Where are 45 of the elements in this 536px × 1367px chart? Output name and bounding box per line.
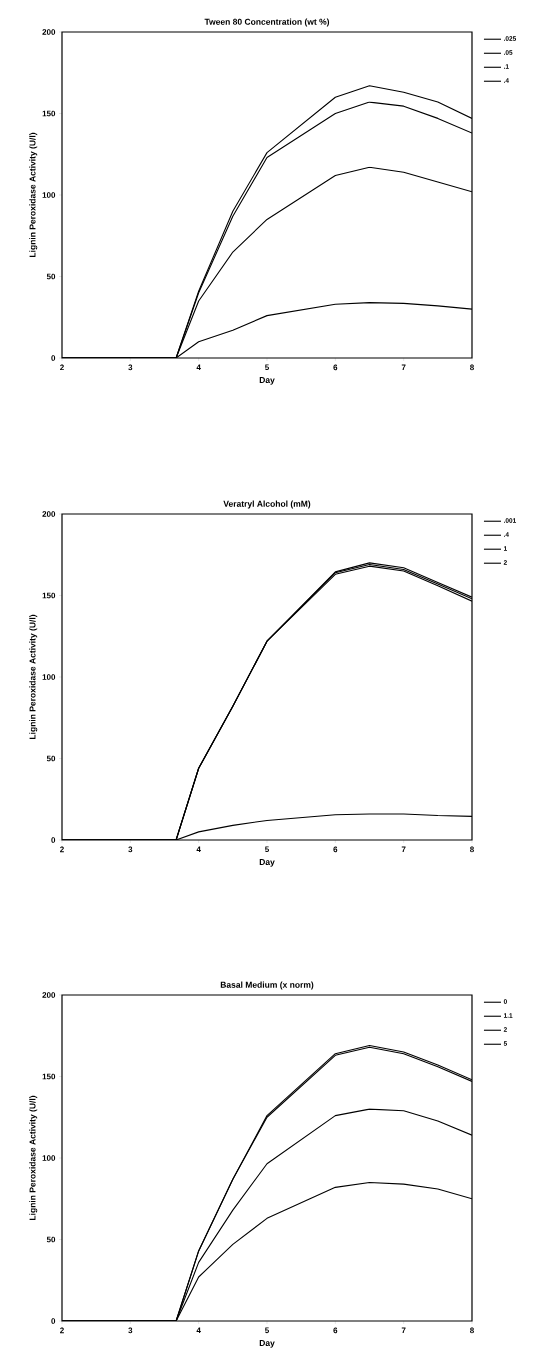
x-tick-label: 7 <box>401 1327 406 1334</box>
x-axis-title: Day <box>259 1340 275 1348</box>
x-tick-label: 4 <box>196 364 201 371</box>
y-tick-label: 200 <box>42 29 56 35</box>
x-tick-label: 4 <box>196 1327 201 1334</box>
x-tick-label: 3 <box>128 1327 133 1334</box>
x-tick-label: 4 <box>196 846 201 853</box>
x-tick-label: 8 <box>470 846 474 853</box>
x-tick-label: 8 <box>470 364 474 371</box>
y-tick-label: 150 <box>42 1073 56 1080</box>
x-tick-label: 6 <box>333 1327 338 1334</box>
y-tick-label: 0 <box>51 1318 56 1324</box>
y-tick-label: 100 <box>42 674 56 680</box>
x-tick-label: 5 <box>265 364 269 371</box>
y-tick-label: 50 <box>46 1236 56 1243</box>
y-tick-label: 100 <box>42 192 56 198</box>
x-tick-label: 3 <box>128 364 133 371</box>
x-tick-label: 7 <box>401 846 406 853</box>
x-tick-label: 3 <box>128 846 133 853</box>
x-axis-title: Day <box>259 859 275 867</box>
y-tick-label: 150 <box>42 110 56 117</box>
x-tick-label: 2 <box>60 364 64 371</box>
y-tick-label: 200 <box>42 511 56 517</box>
chart-title: Basal Medium (x norm) <box>220 981 314 990</box>
x-tick-label: 5 <box>265 846 269 853</box>
y-tick-label: 150 <box>42 592 56 599</box>
y-tick-label: 0 <box>51 837 56 843</box>
chart-title: Veratryl Alcohol (mM) <box>223 500 311 509</box>
chart-title: Tween 80 Concentration (wt %) <box>204 18 330 27</box>
x-tick-label: 2 <box>60 1327 64 1334</box>
y-tick-label: 200 <box>42 992 56 998</box>
y-tick-label: 100 <box>42 1155 56 1161</box>
x-axis-title: Day <box>259 377 275 385</box>
x-tick-label: 8 <box>470 1327 474 1334</box>
x-tick-label: 6 <box>333 846 338 853</box>
y-axis-title: Lignin Peroxidase Activity (U/l) <box>29 1095 38 1221</box>
x-tick-label: 7 <box>401 364 406 371</box>
x-tick-label: 5 <box>265 1327 269 1334</box>
y-axis-title: Lignin Peroxidase Activity (U/l) <box>29 614 38 740</box>
y-tick-label: 0 <box>51 355 56 361</box>
y-tick-label: 50 <box>46 273 56 280</box>
x-tick-label: 6 <box>333 364 338 371</box>
y-tick-label: 50 <box>46 755 56 762</box>
y-axis-title: Lignin Peroxidase Activity (U/l) <box>29 132 38 258</box>
x-tick-label: 2 <box>60 846 64 853</box>
